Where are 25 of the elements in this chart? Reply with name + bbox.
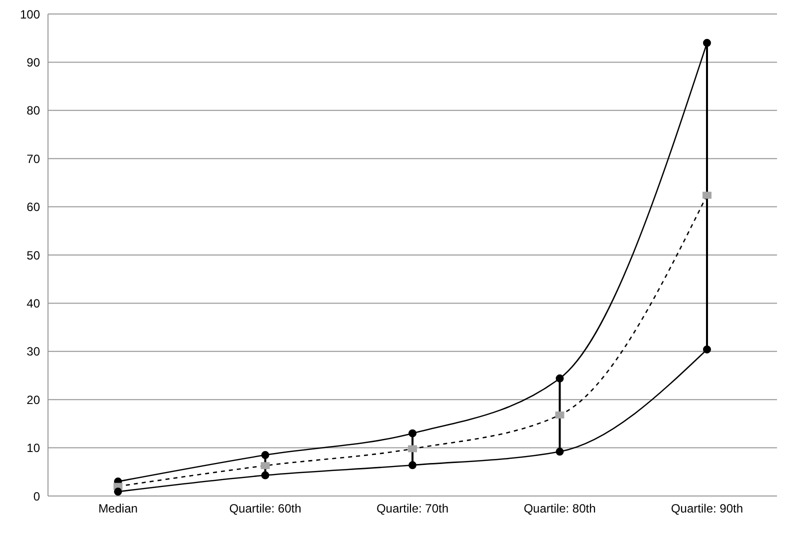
x-tick-label: Quartile: 90th <box>670 502 744 516</box>
point <box>261 471 270 480</box>
point <box>261 451 270 460</box>
point <box>408 429 416 438</box>
y-tick-label: 50 <box>26 248 40 262</box>
y-tick-label: 70 <box>26 152 40 166</box>
point <box>114 488 122 496</box>
y-tick-label: 0 <box>33 489 40 504</box>
point <box>556 374 564 382</box>
y-tick-label: 60 <box>26 200 40 214</box>
point <box>703 345 711 354</box>
x-tick-label: Median <box>98 502 138 516</box>
y-tick-label: 30 <box>26 344 40 359</box>
point <box>703 38 711 47</box>
x-tick-label: Quartile: 80th <box>524 502 596 516</box>
y-tick-label: 40 <box>26 296 40 310</box>
x-tick-label: Quartile: 60th <box>229 502 302 516</box>
y-tick-label: 10 <box>26 441 40 456</box>
y-tick-label: 100 <box>20 7 40 22</box>
y-tick-label: 90 <box>26 55 40 70</box>
x-tick-label: Quartile: 70th <box>376 502 449 516</box>
point <box>556 448 564 456</box>
y-tick-label: 20 <box>26 392 40 407</box>
point <box>408 461 416 470</box>
y-tick-label: 80 <box>26 104 40 118</box>
